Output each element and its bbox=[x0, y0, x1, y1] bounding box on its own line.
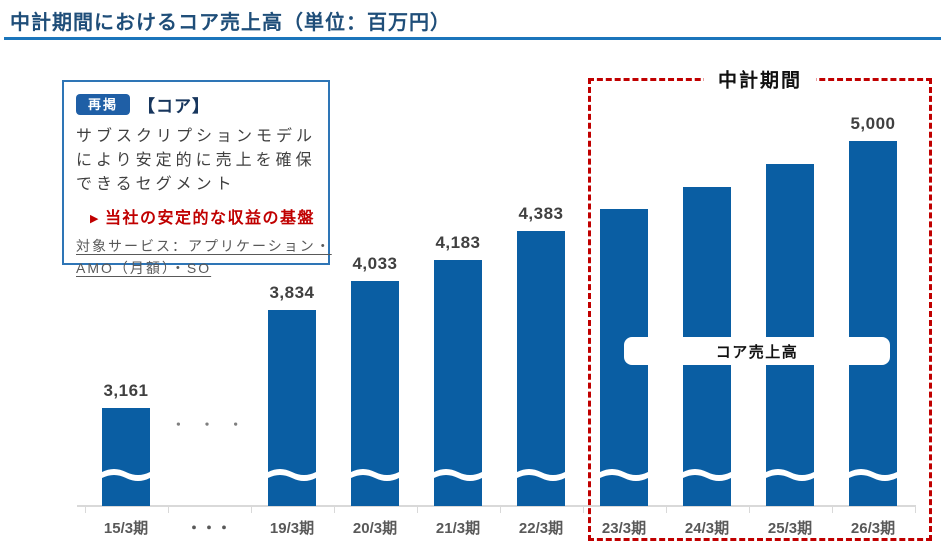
bar-21/3期 bbox=[434, 260, 482, 506]
axis-tick bbox=[748, 505, 750, 513]
value-label-26/3期: 5,000 bbox=[850, 114, 896, 133]
title-underline bbox=[4, 37, 941, 40]
axis-tick bbox=[499, 505, 501, 513]
axis-tick bbox=[582, 505, 584, 513]
axis-label-21/3期: 21/3期 bbox=[435, 520, 481, 537]
axis-break-dots: ・ ・ ・ bbox=[171, 417, 249, 432]
bar-20/3期 bbox=[351, 281, 399, 506]
page-title: 中計期間におけるコア売上高（単位：百万円） bbox=[10, 12, 451, 34]
x-axis-line bbox=[77, 505, 916, 507]
value-label-21/3期: 4,183 bbox=[435, 233, 481, 252]
core-definition-header: 再掲 【コア】 bbox=[76, 92, 318, 117]
value-label-19/3期: 3,834 bbox=[269, 283, 315, 302]
target-services-line: AMO（月額）・SO bbox=[76, 259, 212, 276]
axis-label-23/3期: 23/3期 bbox=[601, 520, 647, 537]
value-label-20/3期: 4,033 bbox=[352, 254, 398, 273]
bar-26/3期 bbox=[849, 141, 897, 506]
axis-tick bbox=[333, 505, 335, 513]
axis-label-・・・: ・・・ bbox=[186, 520, 232, 537]
axis-label-22/3期: 22/3期 bbox=[518, 520, 564, 537]
core-highlight-text: 当社の安定的な収益の基盤 bbox=[104, 210, 315, 227]
value-label-22/3期: 4,383 bbox=[518, 204, 564, 223]
axis-label-26/3期: 26/3期 bbox=[850, 520, 896, 537]
axis-tick bbox=[416, 505, 418, 513]
core-highlight: ▶ 当社の安定的な収益の基盤 bbox=[90, 204, 318, 228]
target-services-line: 対象サービス：アプリケーション・ bbox=[76, 238, 332, 254]
axis-tick bbox=[250, 505, 252, 513]
bar-22/3期 bbox=[517, 231, 565, 506]
series-label-pill: コア売上高 bbox=[624, 337, 890, 365]
axis-tick bbox=[167, 505, 169, 513]
bar-25/3期 bbox=[766, 164, 814, 506]
core-description-line: できるセグメント bbox=[76, 176, 236, 193]
axis-label-24/3期: 24/3期 bbox=[684, 520, 730, 537]
axis-label-19/3期: 19/3期 bbox=[269, 520, 315, 537]
core-description: サブスクリプションモデル により安定的に売上を確保 できるセグメント bbox=[76, 125, 318, 197]
axis-tick bbox=[831, 505, 833, 513]
midterm-period-label: 中計期間 bbox=[703, 65, 817, 93]
core-definition-box: 再掲 【コア】 サブスクリプションモデル により安定的に売上を確保 できるセグメ… bbox=[62, 80, 330, 276]
core-description-line: により安定的に売上を確保 bbox=[76, 152, 316, 169]
core-heading: 【コア】 bbox=[138, 97, 211, 116]
bar-15/3期 bbox=[102, 408, 150, 506]
axis-label-25/3期: 25/3期 bbox=[767, 520, 813, 537]
bar-19/3期 bbox=[268, 310, 316, 506]
triangle-bullet-icon: ▶ bbox=[90, 213, 100, 225]
axis-label-20/3期: 20/3期 bbox=[352, 520, 398, 537]
axis-tick bbox=[84, 505, 86, 513]
axis-tick bbox=[665, 505, 667, 513]
value-label-15/3期: 3,161 bbox=[103, 381, 149, 400]
target-services: 対象サービス：アプリケーション・ AMO（月額）・SO bbox=[76, 236, 330, 279]
axis-tick bbox=[914, 505, 916, 513]
reprint-badge: 再掲 bbox=[76, 93, 131, 116]
core-description-line: サブスクリプションモデル bbox=[76, 128, 317, 145]
axis-label-15/3期: 15/3期 bbox=[103, 520, 149, 537]
